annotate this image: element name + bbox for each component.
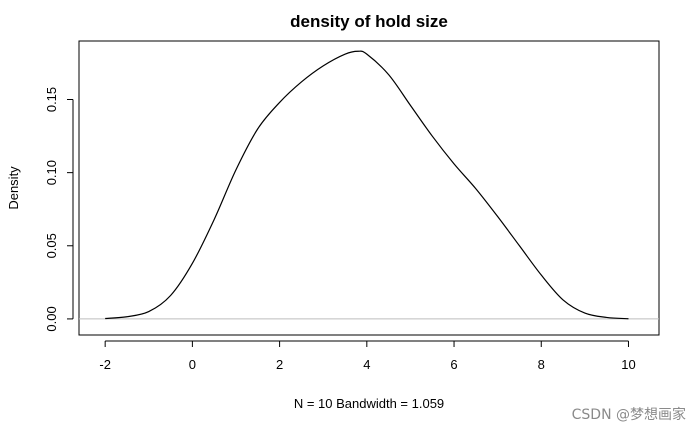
x-tick-label: 4	[363, 357, 370, 372]
y-tick-label: 0.15	[44, 87, 59, 112]
x-tick-label: 6	[450, 357, 457, 372]
y-tick-label: 0.05	[44, 233, 59, 258]
x-tick-label: 8	[538, 357, 545, 372]
y-tick-label: 0.00	[44, 306, 59, 331]
watermark: CSDN @梦想画家	[572, 406, 686, 423]
x-tick-label: 0	[189, 357, 196, 372]
density-curve	[105, 50, 629, 320]
y-axis: 0.00 0.05 0.10 0.15	[44, 87, 74, 332]
x-tick-label: 10	[621, 357, 635, 372]
plot-box	[78, 40, 660, 336]
y-tick-label: 0.10	[44, 160, 59, 185]
x-axis-title: N = 10 Bandwidth = 1.059	[294, 396, 444, 411]
chart-title: density of hold size	[290, 12, 448, 31]
x-tick-label: -2	[99, 357, 111, 372]
x-tick-label: 2	[276, 357, 283, 372]
y-axis-title: Density	[6, 166, 21, 210]
x-axis: -2 0 2 4 6 8 10	[99, 340, 636, 372]
